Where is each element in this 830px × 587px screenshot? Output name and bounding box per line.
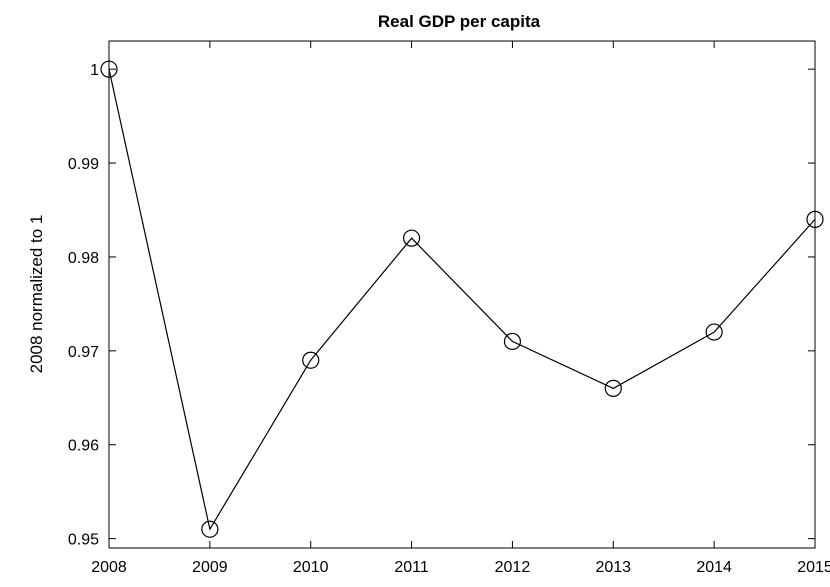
- y-tick-label: 0.97: [68, 344, 99, 361]
- data-point: [402, 229, 421, 247]
- data-series: [100, 60, 824, 538]
- x-tick-label: 2010: [293, 559, 329, 576]
- data-point: [302, 351, 320, 369]
- plot-area: [108, 40, 816, 549]
- series-line: [108, 69, 816, 531]
- y-tick-label: 0.98: [68, 250, 99, 267]
- y-tick-label: 0.99: [68, 156, 99, 173]
- data-point: [806, 210, 824, 228]
- y-tick-label: 1: [90, 62, 99, 79]
- x-tick-label: 2012: [495, 559, 531, 576]
- chart-title: Real GDP per capita: [378, 12, 541, 31]
- tick-labels: 2008 2009 2010 2011 2012 2013 2014 2015 0.95 0.96…: [68, 62, 830, 576]
- data-point: [503, 332, 522, 351]
- data-point: [201, 520, 219, 538]
- x-tick-label: 2009: [192, 559, 228, 576]
- x-tick-label: 2013: [595, 559, 631, 576]
- y-tick-label: 0.96: [68, 438, 99, 455]
- x-tick-label: 2014: [696, 559, 732, 576]
- x-tick-label: 2011: [394, 559, 429, 576]
- data-point: [604, 379, 622, 397]
- y-tick-label: 0.95: [68, 532, 99, 549]
- y-axis-title: 2008 normalized to 1: [27, 215, 46, 374]
- x-tick-label: 2008: [91, 559, 127, 576]
- data-point: [705, 323, 723, 341]
- data-point: [100, 60, 118, 78]
- axis-ticks: [108, 41, 816, 548]
- x-tick-label: 2015: [797, 559, 830, 576]
